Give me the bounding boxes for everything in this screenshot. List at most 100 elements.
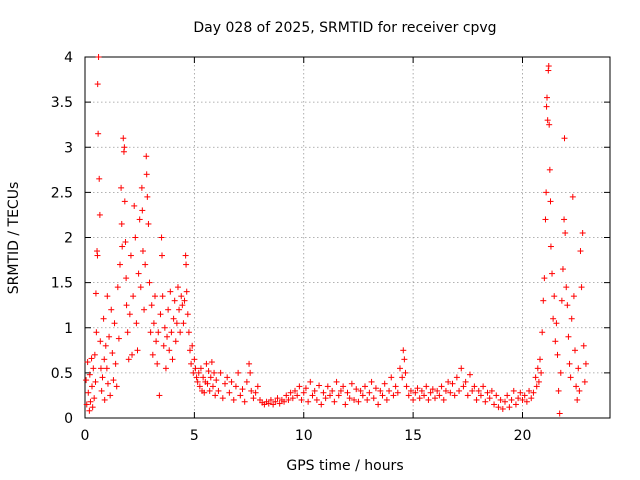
data-point [180,320,187,327]
data-point [95,130,102,137]
data-point [99,374,106,381]
data-point [101,356,108,363]
data-point [123,302,130,309]
y-tick-label: 1.5 [51,276,73,292]
data-point [92,290,99,297]
data-point [521,392,528,399]
data-point [322,395,329,402]
data-point [442,387,449,394]
data-point [298,396,305,403]
data-point [353,386,360,393]
data-point [333,378,340,385]
data-point [104,380,111,387]
data-point [423,383,430,390]
data-point [265,400,272,407]
data-point [104,293,111,300]
data-point [100,315,107,322]
data-point [118,184,125,191]
data-point [179,302,186,309]
data-point [182,252,189,259]
data-point [109,350,116,357]
data-point [166,347,173,354]
data-point [456,387,463,394]
data-points [83,54,589,417]
data-point [232,383,239,390]
data-point [169,356,176,363]
data-point [88,355,95,362]
data-point [484,389,491,396]
data-point [335,392,342,399]
data-point [407,387,414,394]
data-point [543,103,550,110]
data-point [170,315,177,322]
data-point [83,401,90,408]
data-point [434,387,441,394]
axis-tick-labels: 0 5 10 15 20 0 0.5 1 1.5 2 2.5 3 3.5 4 [51,50,532,444]
data-point [148,302,155,309]
x-tick-label: 20 [514,428,532,444]
data-point [102,342,109,349]
data-point [316,382,323,389]
data-point [83,377,90,384]
data-point [143,171,150,178]
data-point [285,396,292,403]
data-point [421,392,428,399]
data-point [533,383,540,390]
data-point [311,387,318,394]
data-point [344,389,351,396]
data-point [247,369,254,376]
data-point [410,396,417,403]
data-point [300,389,307,396]
data-point [482,398,489,405]
data-point [340,383,347,390]
data-point [546,121,553,128]
data-point [582,360,589,367]
data-point [190,369,197,376]
data-point [488,387,495,394]
data-point [528,395,535,402]
data-point [215,387,222,394]
data-point [248,387,255,394]
data-point [89,383,95,390]
data-point [228,378,235,385]
data-point [388,374,395,381]
data-point [375,401,382,408]
data-point [551,293,558,300]
data-point [86,407,93,414]
data-point [106,333,113,340]
data-point [156,392,163,399]
data-point [348,380,355,387]
data-point [497,396,504,403]
data-point [467,371,473,378]
data-point [510,387,517,394]
data-point [475,387,482,394]
data-point [544,117,551,124]
data-point [274,395,281,402]
data-point [224,374,231,381]
data-point [577,248,584,255]
x-axis-label: GPS time / hours [286,458,403,474]
data-point [342,401,349,408]
data-point [556,410,563,417]
data-point [172,338,179,345]
data-point [320,389,327,396]
data-point [89,404,96,411]
data-point [570,293,577,300]
data-point [537,356,543,363]
data-point [576,387,583,394]
data-point [542,216,549,223]
data-point [111,320,118,327]
data-point [193,374,200,381]
data-point [539,329,546,336]
data-point [480,383,487,390]
y-tick-label: 0.5 [51,366,73,382]
data-point [130,293,137,300]
data-point [313,396,320,403]
data-point [149,351,156,358]
data-point [146,279,153,286]
data-point [366,389,373,396]
data-point [174,284,181,291]
data-point [98,387,105,394]
data-point [209,383,216,390]
